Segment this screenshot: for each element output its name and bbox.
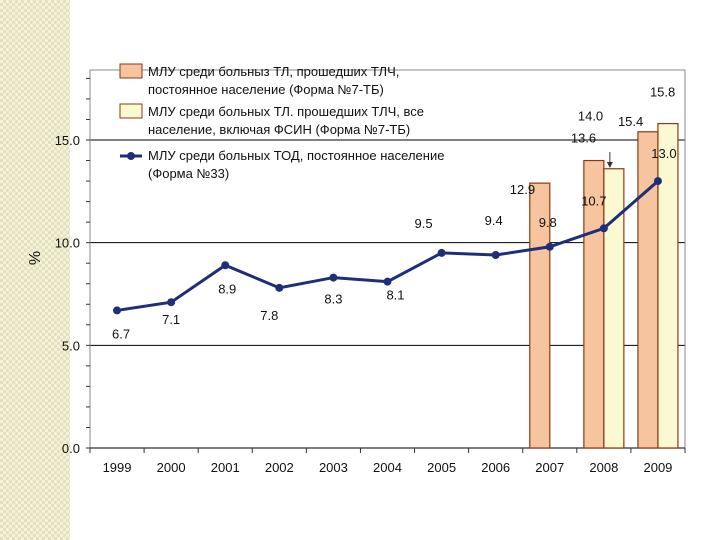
line-series	[113, 177, 662, 315]
data-label: 13.6	[571, 131, 596, 146]
y-tick-label: 15.0	[55, 133, 80, 148]
bar[interactable]	[657, 122, 679, 449]
x-tick-label: 2009	[643, 460, 672, 475]
legend-label: население, включая ФСИН (Форма №7-ТБ)	[148, 122, 410, 137]
legend[interactable]: МЛУ среди больныз ТЛ, прошедших ТЛЧ, пост…	[119, 63, 444, 181]
data-label: 7.1	[162, 312, 180, 327]
label-leader-arrowhead	[606, 162, 613, 168]
line-point[interactable]	[329, 273, 338, 282]
data-label: 8.1	[386, 288, 404, 303]
data-label: 8.9	[218, 281, 236, 296]
line-point[interactable]	[437, 248, 446, 257]
x-tick-label: 2004	[373, 460, 402, 475]
line-point[interactable]	[167, 298, 176, 307]
legend-swatch[interactable]	[119, 103, 143, 119]
line-point[interactable]	[653, 177, 662, 186]
legend-label: постоянное население (Форма №7-ТБ)	[148, 82, 384, 97]
legend-label: (Форма №33)	[148, 166, 229, 181]
x-tick-label: 2005	[427, 460, 456, 475]
line-point[interactable]	[221, 261, 230, 270]
legend-label: МЛУ среди больныз ТЛ, прошедших ТЛЧ,	[148, 64, 399, 79]
bar[interactable]	[603, 168, 625, 449]
x-tick-label: 2003	[319, 460, 348, 475]
x-tick-label: 2008	[589, 460, 618, 475]
legend-label: МЛУ среди больных ТЛ. прошедших ТЛЧ, все	[148, 104, 424, 119]
legend-marker[interactable]	[127, 152, 135, 160]
line-point[interactable]	[545, 242, 554, 251]
data-label: 13.0	[651, 146, 676, 161]
x-tick-label: 2002	[265, 460, 294, 475]
line-point[interactable]	[491, 250, 500, 259]
legend-label: МЛУ среди больных ТОД, постоянное населе…	[148, 148, 444, 163]
decorative-side-strip	[0, 0, 70, 540]
data-label: 8.3	[324, 292, 342, 307]
x-tick-label: 1999	[103, 460, 132, 475]
data-label: 9.5	[415, 216, 433, 231]
line-point[interactable]	[113, 306, 122, 315]
data-label: 9.4	[485, 213, 503, 228]
y-tick-label: 10.0	[55, 236, 80, 251]
data-label: 14.0	[578, 109, 603, 124]
axes: 0.0 5.0 10.0 15.0 1999 2000 2001 2002 2003 2004 20…	[55, 69, 686, 475]
y-tick-label: 5.0	[62, 338, 80, 353]
data-labels: 6.7 7.1 8.9 7.8 8.3 8.1 9.5 9.4 9.8 10.7 13.0 12.9 1…	[112, 85, 677, 342]
x-tick-label: 2000	[157, 460, 186, 475]
data-label: 12.9	[510, 182, 535, 197]
data-label: 6.7	[112, 326, 130, 341]
data-label: 10.7	[581, 193, 606, 208]
x-tick-label: 2001	[211, 460, 240, 475]
line-point[interactable]	[275, 283, 284, 292]
data-label: 9.8	[539, 215, 557, 230]
y-axis-label: %	[27, 251, 44, 265]
x-tick-label: 2006	[481, 460, 510, 475]
bar-series	[529, 122, 679, 449]
legend-swatch[interactable]	[119, 63, 143, 79]
y-tick-label: 0.0	[62, 441, 80, 456]
data-label: 15.8	[650, 85, 675, 100]
line-point[interactable]	[383, 277, 392, 286]
data-label: 15.4	[618, 114, 643, 129]
line-point[interactable]	[599, 224, 608, 233]
data-label: 7.8	[260, 308, 278, 323]
x-tick-label: 2007	[535, 460, 564, 475]
